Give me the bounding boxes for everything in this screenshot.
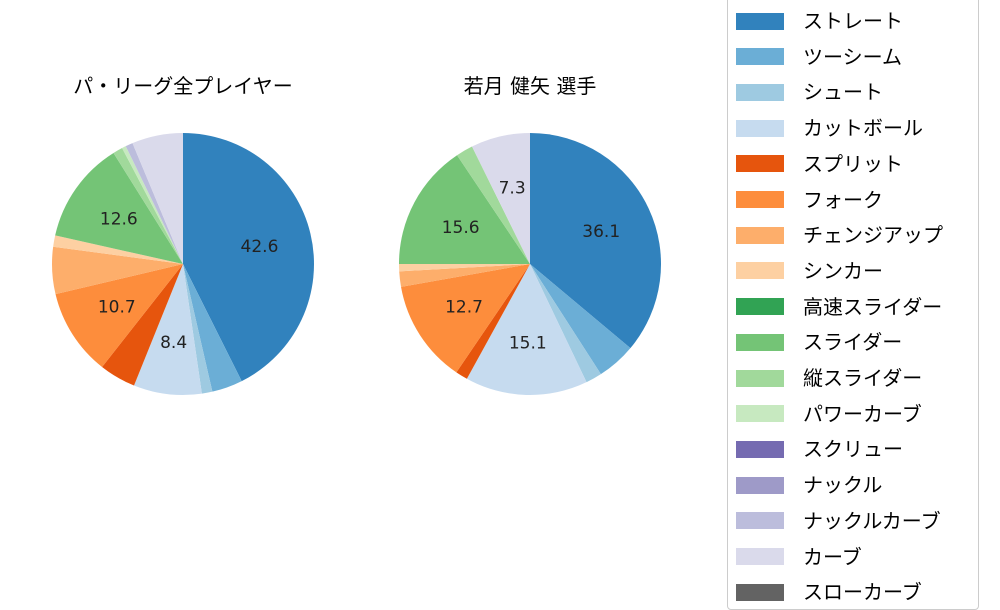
legend-label: スライダー	[803, 330, 903, 355]
pie-slice	[55, 152, 183, 264]
legend-swatch	[736, 476, 784, 494]
slice-value-label: 15.1	[509, 334, 547, 354]
legend-label: 高速スライダー	[803, 294, 943, 319]
slice-value-label: 8.4	[160, 333, 187, 353]
legend-swatch	[736, 262, 784, 280]
pie-slice	[102, 264, 183, 386]
legend-label: スプリット	[803, 151, 903, 176]
legend-swatch	[736, 583, 784, 601]
legend-swatch	[736, 512, 784, 530]
pie-slice	[122, 146, 183, 264]
legend: ストレートツーシームシュートカットボール スプリットフォークチェンジアップ シンカー…	[727, 0, 979, 610]
slice-value-label: 12.6	[100, 210, 138, 230]
pie-slice	[471, 133, 530, 264]
legend-label: ナックル	[803, 473, 883, 498]
legend-label: 縦スライダー	[803, 366, 923, 390]
legend-label: フォーク	[803, 187, 883, 212]
legend-label: カットボール	[803, 116, 923, 141]
legend-label: ストレート	[803, 9, 903, 33]
pie-league: 42.6 8.4 10.7 12.6	[52, 133, 314, 395]
legend-swatch	[736, 12, 784, 30]
legend-label: シンカー	[803, 258, 883, 283]
legend-swatch	[736, 226, 784, 244]
legend-swatch	[736, 83, 784, 101]
legend-label: スローカーブ	[803, 580, 922, 605]
legend-swatch	[736, 548, 784, 565]
pie-slice	[399, 264, 530, 272]
slice-value-label: 15.6	[442, 218, 480, 238]
pie-slice	[457, 146, 530, 264]
slice-value-label: 42.6	[241, 237, 279, 257]
pie-slice	[125, 143, 183, 264]
pie-slice	[53, 235, 183, 264]
pie-slice	[55, 264, 183, 368]
chart-title-league: パ・リーグ全プレイヤー	[73, 74, 293, 98]
pie-slice	[401, 264, 530, 373]
legend-swatch	[736, 298, 784, 316]
pie-slice	[456, 264, 530, 379]
slice-value-label: 12.7	[445, 298, 483, 318]
pie-slice	[530, 264, 631, 375]
legend-swatch	[736, 48, 784, 66]
legend-swatch	[736, 191, 784, 208]
legend-label: シュート	[803, 80, 883, 105]
pie-slice	[134, 264, 202, 395]
pie-player: 36.1 15.1 12.7 15.6 7.3	[399, 133, 661, 395]
pie-charts: 42.6 8.4 10.7 12.6 36.1 15.1 12.7 15.6 7.3	[52, 133, 661, 395]
legend-swatch	[736, 440, 784, 458]
pie-slice	[183, 264, 242, 392]
pie-slice	[183, 133, 314, 382]
chart-title-player: 若月 健矢 選手	[463, 74, 597, 98]
legend-label: パワーカーブ	[803, 401, 922, 426]
legend-label: カーブ	[803, 544, 862, 569]
legend-swatch	[736, 405, 784, 423]
slice-value-label: 36.1	[582, 222, 620, 242]
pie-slice	[399, 264, 530, 287]
legend-swatch	[736, 333, 784, 351]
legend-swatch	[736, 155, 784, 173]
pie-slice	[183, 264, 213, 394]
pie-slice	[466, 264, 587, 395]
slice-value-label: 7.3	[499, 178, 526, 198]
legend-label: スクリュー	[803, 437, 903, 462]
slice-value-label: 10.7	[98, 297, 136, 317]
legend-swatch	[736, 369, 784, 387]
pie-slice	[530, 264, 601, 383]
pie-slice	[399, 155, 530, 264]
legend-label: チェンジアップ	[803, 223, 943, 248]
pie-slice	[52, 246, 183, 295]
legend-label: ツーシーム	[803, 44, 902, 69]
legend-swatch	[736, 119, 784, 137]
pie-slice	[113, 148, 183, 264]
pie-slice	[530, 133, 661, 349]
legend-label: ナックルカーブ	[803, 508, 941, 533]
pie-slice	[132, 133, 183, 264]
